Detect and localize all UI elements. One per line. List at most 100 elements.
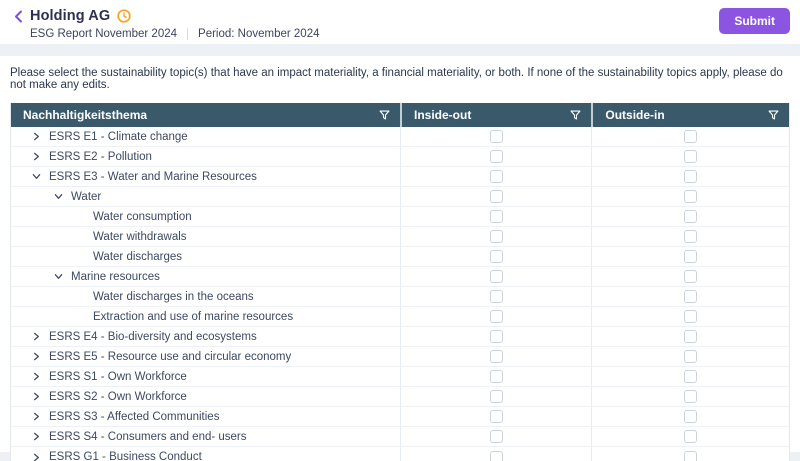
topic-label: ESRS S3 - Affected Communities (49, 410, 220, 423)
topic-cell: Marine resources (11, 267, 400, 286)
table-row[interactable]: Marine resources (11, 267, 789, 287)
expand-chevron-icon[interactable] (67, 307, 93, 327)
table-row[interactable]: ESRS E3 - Water and Marine Resources (11, 167, 789, 187)
expand-chevron-icon[interactable] (23, 407, 49, 427)
topic-label: ESRS E4 - Bio-diversity and ecosystems (49, 330, 257, 343)
outside-in-checkbox[interactable] (684, 130, 698, 143)
outside-in-checkbox[interactable] (684, 350, 698, 363)
topic-cell: ESRS E2 - Pollution (11, 147, 400, 166)
outside-in-checkbox[interactable] (684, 270, 698, 283)
inside-out-checkbox[interactable] (489, 350, 503, 363)
outside-in-checkbox[interactable] (684, 410, 698, 423)
outside-in-cell (591, 307, 789, 326)
topic-label: Extraction and use of marine resources (93, 310, 294, 323)
inside-out-checkbox[interactable] (489, 210, 503, 223)
expand-chevron-icon[interactable] (67, 207, 93, 227)
table-row[interactable]: Water withdrawals (11, 227, 789, 247)
outside-in-checkbox[interactable] (684, 190, 698, 203)
outside-in-checkbox[interactable] (684, 210, 698, 223)
outside-in-checkbox[interactable] (684, 290, 698, 303)
expand-chevron-icon[interactable] (45, 187, 71, 207)
table-row[interactable]: ESRS E4 - Bio-diversity and ecosystems (11, 327, 789, 347)
inside-out-checkbox[interactable] (489, 270, 503, 283)
filter-funnel-icon[interactable] (379, 110, 390, 121)
inside-out-cell (400, 307, 591, 326)
inside-out-checkbox[interactable] (489, 450, 503, 461)
outside-in-checkbox[interactable] (684, 170, 698, 183)
table-body: ESRS E1 - Climate change ESRS E2 - Pollu… (11, 127, 789, 461)
filter-funnel-icon[interactable] (570, 110, 581, 121)
inside-out-checkbox[interactable] (489, 330, 503, 343)
topic-cell: ESRS E4 - Bio-diversity and ecosystems (11, 327, 400, 346)
submit-button[interactable]: Submit (719, 8, 790, 34)
table-row[interactable]: ESRS S3 - Affected Communities (11, 407, 789, 427)
inside-out-checkbox[interactable] (489, 170, 503, 183)
column-header-inside-out: Inside-out (400, 103, 591, 127)
inside-out-checkbox[interactable] (489, 430, 503, 443)
expand-chevron-icon[interactable] (23, 427, 49, 447)
expand-chevron-icon[interactable] (23, 447, 49, 461)
outside-in-checkbox[interactable] (684, 250, 698, 263)
subtitle-divider (187, 28, 189, 40)
outside-in-checkbox[interactable] (684, 310, 698, 323)
outside-in-checkbox[interactable] (684, 430, 698, 443)
table-row[interactable]: Water discharges (11, 247, 789, 267)
table-row[interactable]: Water consumption (11, 207, 789, 227)
expand-chevron-icon[interactable] (23, 167, 49, 187)
expand-chevron-icon[interactable] (23, 347, 49, 367)
filter-funnel-icon[interactable] (768, 110, 779, 121)
outside-in-checkbox[interactable] (684, 330, 698, 343)
expand-chevron-icon[interactable] (23, 327, 49, 347)
table-row[interactable]: Water discharges in the oceans (11, 287, 789, 307)
outside-in-checkbox[interactable] (684, 230, 698, 243)
expand-chevron-icon[interactable] (23, 387, 49, 407)
expand-chevron-icon[interactable] (67, 287, 93, 307)
expand-chevron-icon[interactable] (67, 227, 93, 247)
table-row[interactable]: ESRS E5 - Resource use and circular econ… (11, 347, 789, 367)
materiality-table: Nachhaltigkeitsthema Inside-out Outside-… (10, 103, 790, 461)
inside-out-cell (400, 287, 591, 306)
inside-out-cell (400, 207, 591, 226)
inside-out-checkbox[interactable] (489, 130, 503, 143)
table-header: Nachhaltigkeitsthema Inside-out Outside-… (11, 103, 789, 127)
outside-in-cell (591, 287, 789, 306)
inside-out-checkbox[interactable] (489, 250, 503, 263)
inside-out-checkbox[interactable] (489, 310, 503, 323)
expand-chevron-icon[interactable] (23, 127, 49, 147)
topic-label: Water discharges in the oceans (93, 290, 254, 303)
inside-out-checkbox[interactable] (489, 190, 503, 203)
outside-in-cell (591, 447, 789, 461)
inside-out-cell (400, 187, 591, 206)
expand-chevron-icon[interactable] (23, 147, 49, 167)
topic-cell: Water discharges (11, 247, 400, 266)
table-row[interactable]: ESRS S4 - Consumers and end- users (11, 427, 789, 447)
table-row[interactable]: ESRS E2 - Pollution (11, 147, 789, 167)
inside-out-checkbox[interactable] (489, 390, 503, 403)
topic-cell: Extraction and use of marine resources (11, 307, 400, 326)
table-row[interactable]: ESRS G1 - Business Conduct (11, 447, 789, 461)
table-row[interactable]: ESRS E1 - Climate change (11, 127, 789, 147)
report-period: Period: November 2024 (198, 28, 320, 40)
table-row[interactable]: Water (11, 187, 789, 207)
inside-out-checkbox[interactable] (489, 370, 503, 383)
back-icon[interactable] (14, 10, 23, 23)
outside-in-checkbox[interactable] (684, 370, 698, 383)
expand-chevron-icon[interactable] (23, 367, 49, 387)
table-row[interactable]: ESRS S2 - Own Workforce (11, 387, 789, 407)
table-row[interactable]: ESRS S1 - Own Workforce (11, 367, 789, 387)
inside-out-checkbox[interactable] (489, 150, 503, 163)
inside-out-checkbox[interactable] (489, 410, 503, 423)
outside-in-checkbox[interactable] (684, 450, 698, 461)
table-row[interactable]: Extraction and use of marine resources (11, 307, 789, 327)
column-label: Inside-out (414, 108, 472, 122)
outside-in-checkbox[interactable] (684, 390, 698, 403)
inside-out-checkbox[interactable] (489, 230, 503, 243)
inside-out-checkbox[interactable] (489, 290, 503, 303)
inside-out-cell (400, 407, 591, 426)
topic-label: ESRS E1 - Climate change (49, 130, 188, 143)
breadcrumb: ESG Report November 2024 Period: Novembe… (30, 28, 790, 40)
expand-chevron-icon[interactable] (67, 247, 93, 267)
outside-in-checkbox[interactable] (684, 150, 698, 163)
outside-in-cell (591, 267, 789, 286)
expand-chevron-icon[interactable] (45, 267, 71, 287)
